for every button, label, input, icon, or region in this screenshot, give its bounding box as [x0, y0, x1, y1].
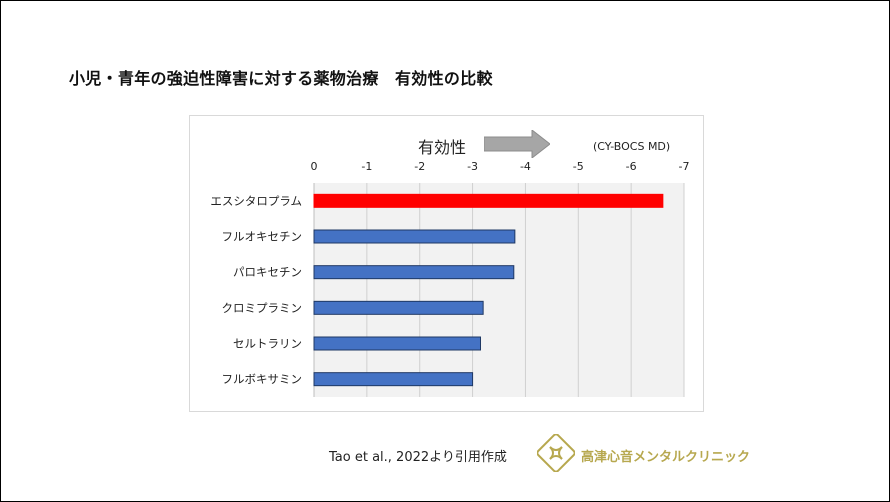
x-tick-label: -7 — [679, 160, 690, 173]
bar-5 — [313, 336, 481, 351]
bar-chart: 0 -1 -2 -3 -4 -5 -6 -7 エスシタロプラムフルオキセチンパロキセチンクロミプ… — [210, 160, 690, 397]
bar-3 — [313, 265, 515, 280]
category-label: エスシタロプラム — [210, 194, 302, 208]
unit-label: (CY-BOCS MD) — [593, 140, 671, 153]
x-tick-label: -6 — [626, 160, 637, 173]
chart-container: 0 -1 -2 -3 -4 -5 -6 -7 エスシタロプラムフルオキセチンパロキセチンクロミプ… — [189, 115, 704, 412]
direction-label: 有効性 — [418, 138, 467, 157]
x-tick-label: -1 — [361, 160, 372, 173]
category-label: クロミプラミン — [222, 301, 303, 315]
category-label: セルトラリン — [233, 337, 302, 351]
x-tick-label: -2 — [414, 160, 425, 173]
direction-arrow-icon — [484, 130, 550, 158]
category-label: フルボキサミン — [222, 372, 303, 386]
source-citation: Tao et al., 2022より引用作成 — [329, 450, 507, 465]
x-tick-label: -3 — [467, 160, 478, 173]
bar-2 — [313, 229, 516, 244]
x-tick-label: 0 — [311, 160, 318, 173]
x-tick-label: -5 — [573, 160, 584, 173]
category-label: パロキセチン — [233, 265, 302, 279]
clinic-logo-icon — [537, 434, 575, 472]
clinic-name: 高津心音メンタルクリニック — [581, 450, 751, 465]
x-tick-label: -4 — [520, 160, 531, 173]
bar-4 — [313, 300, 484, 315]
bar-1 — [313, 193, 664, 208]
slide-title: 小児・青年の強迫性障害に対する薬物治療 有効性の比較 — [69, 69, 493, 88]
plot-area — [314, 183, 684, 397]
bar-6 — [313, 372, 474, 387]
category-label: フルオキセチン — [222, 230, 303, 244]
